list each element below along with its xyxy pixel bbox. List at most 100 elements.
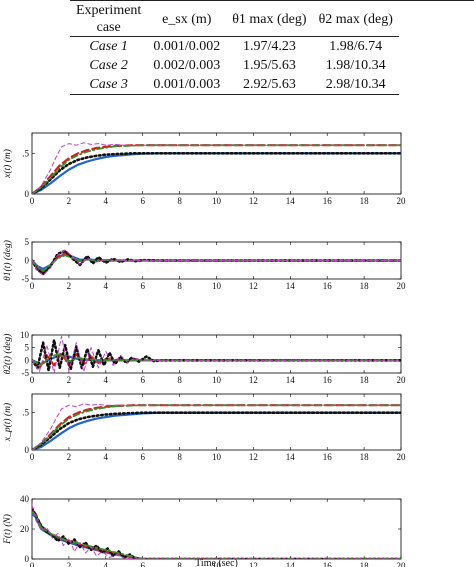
plot-frame (31, 132, 402, 195)
x-tick-label: 12 (249, 561, 258, 567)
y-tick-label: 20 (20, 524, 30, 534)
x-tick-label: 18 (360, 561, 370, 567)
series-line-3 (32, 411, 401, 450)
x-tick-label: 0 (30, 196, 35, 206)
y-tick-label: -5 (22, 274, 30, 284)
x-tick-label: 4 (104, 281, 109, 291)
series-line-3 (32, 338, 401, 372)
x-tick-label: 20 (397, 375, 407, 385)
table-region: Experiment case e_sx (m) θ1 max (deg) θ2… (0, 0, 474, 118)
x-tick-label: 18 (360, 196, 370, 206)
x-tick-label: 2 (67, 561, 72, 567)
x-tick-label: 12 (249, 375, 258, 385)
subplot-5: 0 2 4 6 8 10 12 14 16 18 20 0 20 40 F(t) (N) (2, 494, 406, 567)
subplot-4: 0 2 4 6 8 10 12 14 16 18 20 0 .5 x_p(t) (m) (2, 393, 407, 462)
series-line-5 (32, 142, 401, 194)
x-tick-label: 8 (177, 561, 182, 567)
x-tick-label: 6 (140, 561, 145, 567)
y-tick-label: -5 (22, 368, 30, 378)
x-tick-label: 4 (104, 196, 109, 206)
plot-frame (31, 334, 402, 374)
theta2-cell: 2.98/10.34 (312, 75, 399, 95)
series-group (32, 335, 401, 373)
theta1-cell: 1.95/5.63 (242, 58, 296, 73)
case-cell: Case 1 (89, 39, 128, 54)
x-tick-label: 6 (140, 375, 145, 385)
y-tick-label: .5 (22, 408, 29, 418)
table-header-row: Experiment case e_sx (m) θ1 max (deg) θ2… (70, 2, 399, 37)
series-line-5 (32, 504, 401, 559)
y-axis-label: x_p(t) (m) (2, 403, 13, 442)
series-line-4 (32, 511, 401, 559)
x-tick-label: 20 (397, 452, 407, 462)
x-tick-label: 8 (177, 196, 182, 206)
x-tick-label: 2 (67, 452, 72, 462)
x-tick-label: 10 (212, 452, 222, 462)
theta2-cell: 1.98/10.34 (325, 58, 386, 73)
x-tick-label: 20 (397, 196, 407, 206)
series-group (32, 403, 401, 450)
x-tick-label: 4 (104, 375, 109, 385)
x-tick-label: 6 (140, 281, 145, 291)
table-row: Case 1 0.001/0.002 1.97/4.23 1.98/6.74 (70, 37, 399, 57)
theta2-cell: 1.98/6.74 (329, 39, 383, 54)
y-tick-label: 0 (25, 554, 30, 564)
y-axis-label: θ1(t) (deg) (2, 240, 13, 281)
y-axis-label: θ2(t) (deg) (2, 334, 13, 375)
x-tick-label: 18 (360, 375, 370, 385)
y-tick-label: 5 (25, 343, 30, 353)
esx-cell: 0.001/0.003 (147, 75, 227, 95)
x-tick-label: 14 (286, 196, 296, 206)
x-tick-label: 2 (67, 375, 72, 385)
x-tick-label: 0 (30, 452, 35, 462)
series-line-4 (32, 404, 401, 450)
x-tick-label: 12 (249, 281, 258, 291)
x-tick-label: 16 (323, 196, 333, 206)
x-tick-label: 12 (249, 452, 258, 462)
x-tick-label: 10 (212, 561, 222, 567)
x-tick-label: 14 (286, 281, 296, 291)
x-tick-label: 8 (177, 281, 182, 291)
header-cell-esx: e_sx (m) (147, 2, 227, 37)
x-tick-label: 8 (177, 375, 182, 385)
x-tick-label: 18 (360, 452, 370, 462)
y-tick-label: .5 (22, 148, 29, 158)
y-tick-label: 0 (25, 189, 30, 199)
x-tick-label: 12 (249, 196, 258, 206)
x-tick-label: 14 (286, 452, 296, 462)
y-tick-label: 0 (25, 355, 30, 365)
plot-frame (31, 498, 402, 560)
x-axis-label: Time (sec) (195, 558, 238, 567)
x-tick-label: 4 (104, 561, 109, 567)
x-tick-label: 20 (397, 561, 407, 567)
x-tick-label: 20 (397, 281, 407, 291)
header-cell-theta2: θ2 max (deg) (312, 2, 399, 37)
subplot-1: 0 2 4 6 8 10 12 14 16 18 20 0 .5 x(t) (m) (2, 132, 407, 206)
x-tick-label: 2 (67, 196, 72, 206)
series-line-5 (32, 249, 401, 276)
series-line-5 (32, 335, 401, 373)
response-figure: 0 2 4 6 8 10 12 14 16 18 200.5x(t) (m)0 2 4 6 8 10 12 14 1… (2, 132, 407, 567)
x-tick-label: 10 (212, 375, 222, 385)
table-row: Case 3 0.001/0.003 2.92/5.63 2.98/10.34 (70, 75, 399, 95)
table-row: Case 2 0.002/0.003 1.95/5.63 1.98/10.34 (70, 56, 399, 75)
series-line-4 (32, 254, 401, 272)
series-group (32, 249, 401, 276)
x-tick-label: 4 (104, 452, 109, 462)
header-cell-theta1: θ1 max (deg) (226, 2, 313, 37)
y-tick-label: 0 (25, 445, 30, 455)
theta1-cell: 1.97/4.23 (242, 39, 296, 54)
x-tick-label: 10 (212, 196, 222, 206)
x-tick-label: 14 (286, 561, 296, 567)
esx-cell: 0.001/0.002 (153, 39, 221, 54)
series-line-3 (32, 151, 401, 194)
y-tick-label: 40 (20, 494, 30, 504)
y-tick-label: 5 (25, 237, 30, 247)
x-tick-label: 16 (323, 375, 333, 385)
results-table: Experiment case e_sx (m) θ1 max (deg) θ2… (70, 2, 399, 95)
y-axis-label: x(t) (m) (2, 149, 13, 179)
x-tick-label: 16 (323, 452, 333, 462)
y-tick-label: 10 (20, 330, 30, 340)
